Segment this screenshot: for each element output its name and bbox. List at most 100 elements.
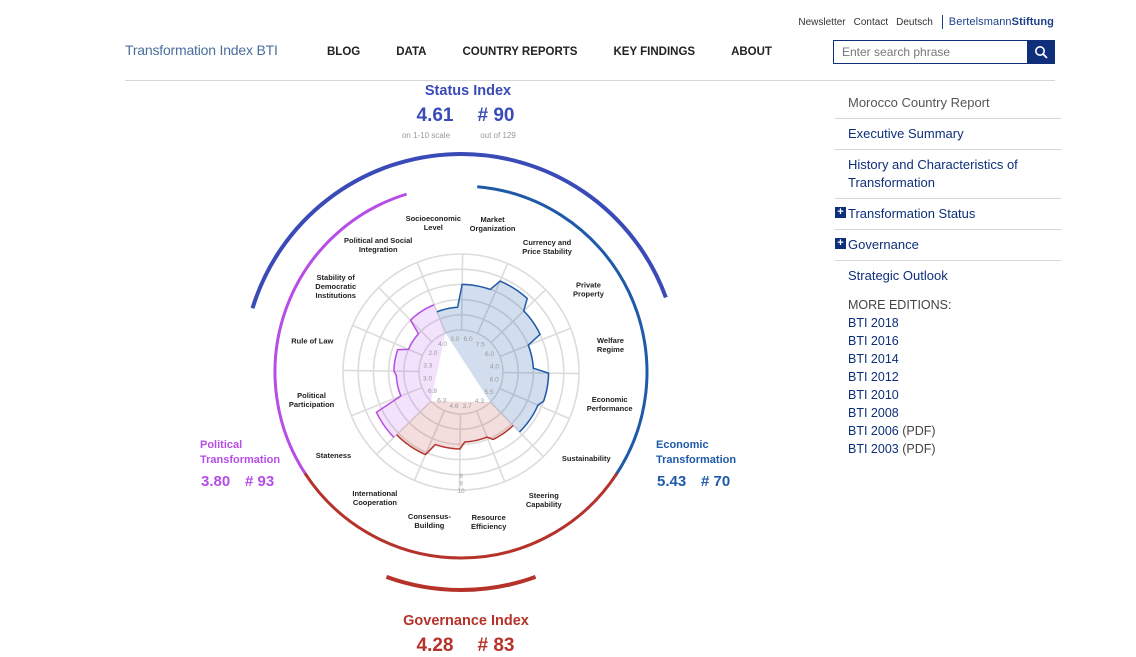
category-value: 4.0	[438, 341, 447, 348]
grid-ring	[357, 268, 565, 476]
grid-spoke	[499, 387, 570, 420]
edition-link-2003[interactable]: BTI 2003 (PDF)	[848, 440, 1061, 458]
governance-index-rank: # 83	[478, 635, 515, 656]
category-label: Market Organization	[470, 215, 516, 233]
radar-category-labels: Market Organization Currency and Price Stab…	[289, 214, 633, 531]
category-label: Resource Efficiency	[471, 513, 507, 531]
category-value: 6.0	[464, 336, 473, 343]
category-value: 3.0	[450, 336, 459, 343]
grid-spoke	[416, 262, 447, 334]
edition-year: BTI 2018	[848, 316, 899, 330]
nav-country-reports[interactable]: COUNTRY REPORTS	[462, 46, 578, 58]
category-label: Stateness	[316, 451, 351, 460]
political-area	[376, 304, 446, 438]
edition-link-2012[interactable]: BTI 2012	[848, 368, 1061, 386]
edition-link-2016[interactable]: BTI 2016	[848, 332, 1061, 350]
ring-label: 9	[459, 480, 463, 487]
grid-spoke	[352, 324, 423, 357]
political-outline	[375, 304, 435, 438]
grid-spoke	[413, 410, 446, 481]
sidebar-item-history[interactable]: History and Characteristics of Transform…	[835, 150, 1061, 199]
status-index-score: 4.61	[417, 105, 454, 126]
category-value: 4.3	[475, 398, 484, 405]
political-title-2: Transformation	[200, 454, 280, 466]
category-label: Welfare Regime	[597, 336, 624, 354]
category-value: 7.5	[476, 341, 485, 348]
edition-year: BTI 2016	[848, 334, 899, 348]
category-label: Socioeconomic Level	[406, 214, 461, 232]
edition-link-2014[interactable]: BTI 2014	[848, 350, 1061, 368]
category-label: Economic Performance	[587, 395, 633, 413]
economic-title-2: Transformation	[656, 454, 736, 466]
category-value: 5.5	[484, 389, 493, 396]
contact-link[interactable]: Contact	[853, 16, 889, 28]
category-label: Consensus-Building	[408, 512, 451, 530]
status-rank-note: out of 129	[480, 131, 516, 140]
deutsch-link[interactable]: Deutsch	[896, 16, 933, 28]
grid-spoke	[458, 413, 462, 491]
category-value: 6.0	[490, 377, 499, 384]
edition-link-2018[interactable]: BTI 2018	[848, 314, 1061, 332]
nav-key-findings[interactable]: KEY FINDINGS	[613, 46, 696, 58]
category-value: 6.0	[485, 351, 494, 358]
grid-spoke	[499, 327, 571, 358]
category-label: Private Property	[573, 281, 605, 299]
grid-ring	[418, 329, 504, 415]
sidebar-item-label: History and Characteristics of Transform…	[848, 157, 1018, 190]
search-icon	[1034, 46, 1047, 59]
category-value: 6.3	[437, 398, 446, 405]
header-divider	[125, 80, 1055, 81]
edition-year: BTI 2006	[848, 424, 899, 438]
category-value: 6.8	[428, 388, 437, 395]
ring-label: 10	[457, 488, 465, 495]
grid-spoke	[375, 400, 432, 455]
sidebar-item-governance[interactable]: + Governance	[835, 230, 1061, 261]
edition-link-2006[interactable]: BTI 2006 (PDF)	[848, 422, 1061, 440]
pdf-tag: (PDF)	[902, 424, 936, 438]
grid-ring	[372, 283, 550, 461]
sidebar-item-label: Governance	[848, 237, 919, 252]
radar-areas	[375, 280, 550, 456]
edition-year: BTI 2008	[848, 406, 899, 420]
ring-label: 8	[459, 473, 463, 480]
economic-area	[436, 281, 549, 433]
governance-outline	[396, 424, 514, 456]
governance-inner-arc	[303, 472, 619, 560]
grid-spoke	[378, 286, 433, 343]
nav-about[interactable]: ABOUT	[731, 46, 772, 58]
more-editions-label: MORE EDITIONS:	[848, 298, 952, 312]
nav-blog[interactable]: BLOG	[327, 46, 361, 58]
edition-link-2008[interactable]: BTI 2008	[848, 404, 1061, 422]
edition-year: BTI 2003	[848, 442, 899, 456]
economic-arc	[477, 185, 649, 477]
bti-radar-chart: Status Index 4.61 # 90 on 1-10 scale out…	[200, 83, 736, 656]
category-value: 3.7	[463, 403, 472, 410]
expand-plus-icon[interactable]: +	[835, 238, 846, 249]
newsletter-link[interactable]: Newsletter	[798, 16, 846, 28]
country-report-sidebar: Morocco Country Report Executive Summary…	[835, 88, 1061, 458]
governance-area	[396, 401, 514, 455]
bertelsmann-logo[interactable]: BertelsmannStiftung	[949, 16, 1054, 28]
expand-plus-icon[interactable]: +	[835, 207, 846, 218]
search-box	[833, 40, 1055, 64]
nav-data[interactable]: DATA	[396, 46, 427, 58]
governance-index-arc	[385, 574, 537, 592]
sidebar-title: Morocco Country Report	[835, 88, 1061, 119]
edition-link-2010[interactable]: BTI 2010	[848, 386, 1061, 404]
grid-spoke	[460, 253, 464, 331]
category-label: Stability of Democratic Institutions	[315, 273, 356, 300]
bti-logo[interactable]: Transformation Index BTI	[125, 42, 278, 58]
sidebar-item-strategic-outlook[interactable]: Strategic Outlook	[835, 261, 1061, 291]
sidebar-item-executive-summary[interactable]: Executive Summary	[835, 119, 1061, 150]
main-nav: BLOG DATA COUNTRY REPORTS KEY FINDINGS A…	[327, 46, 772, 58]
political-arc	[273, 192, 408, 477]
category-value: 2.0	[428, 350, 437, 357]
category-value: 3.3	[423, 362, 432, 369]
category-label: Political Participation	[289, 391, 335, 409]
status-index-rank: # 90	[478, 105, 515, 126]
sidebar-item-transformation-status[interactable]: + Transformation Status	[835, 199, 1061, 230]
search-button[interactable]	[1027, 41, 1054, 63]
search-input[interactable]	[834, 41, 1027, 63]
more-editions: MORE EDITIONS: BTI 2018 BTI 2016 BTI 201…	[835, 291, 1061, 458]
